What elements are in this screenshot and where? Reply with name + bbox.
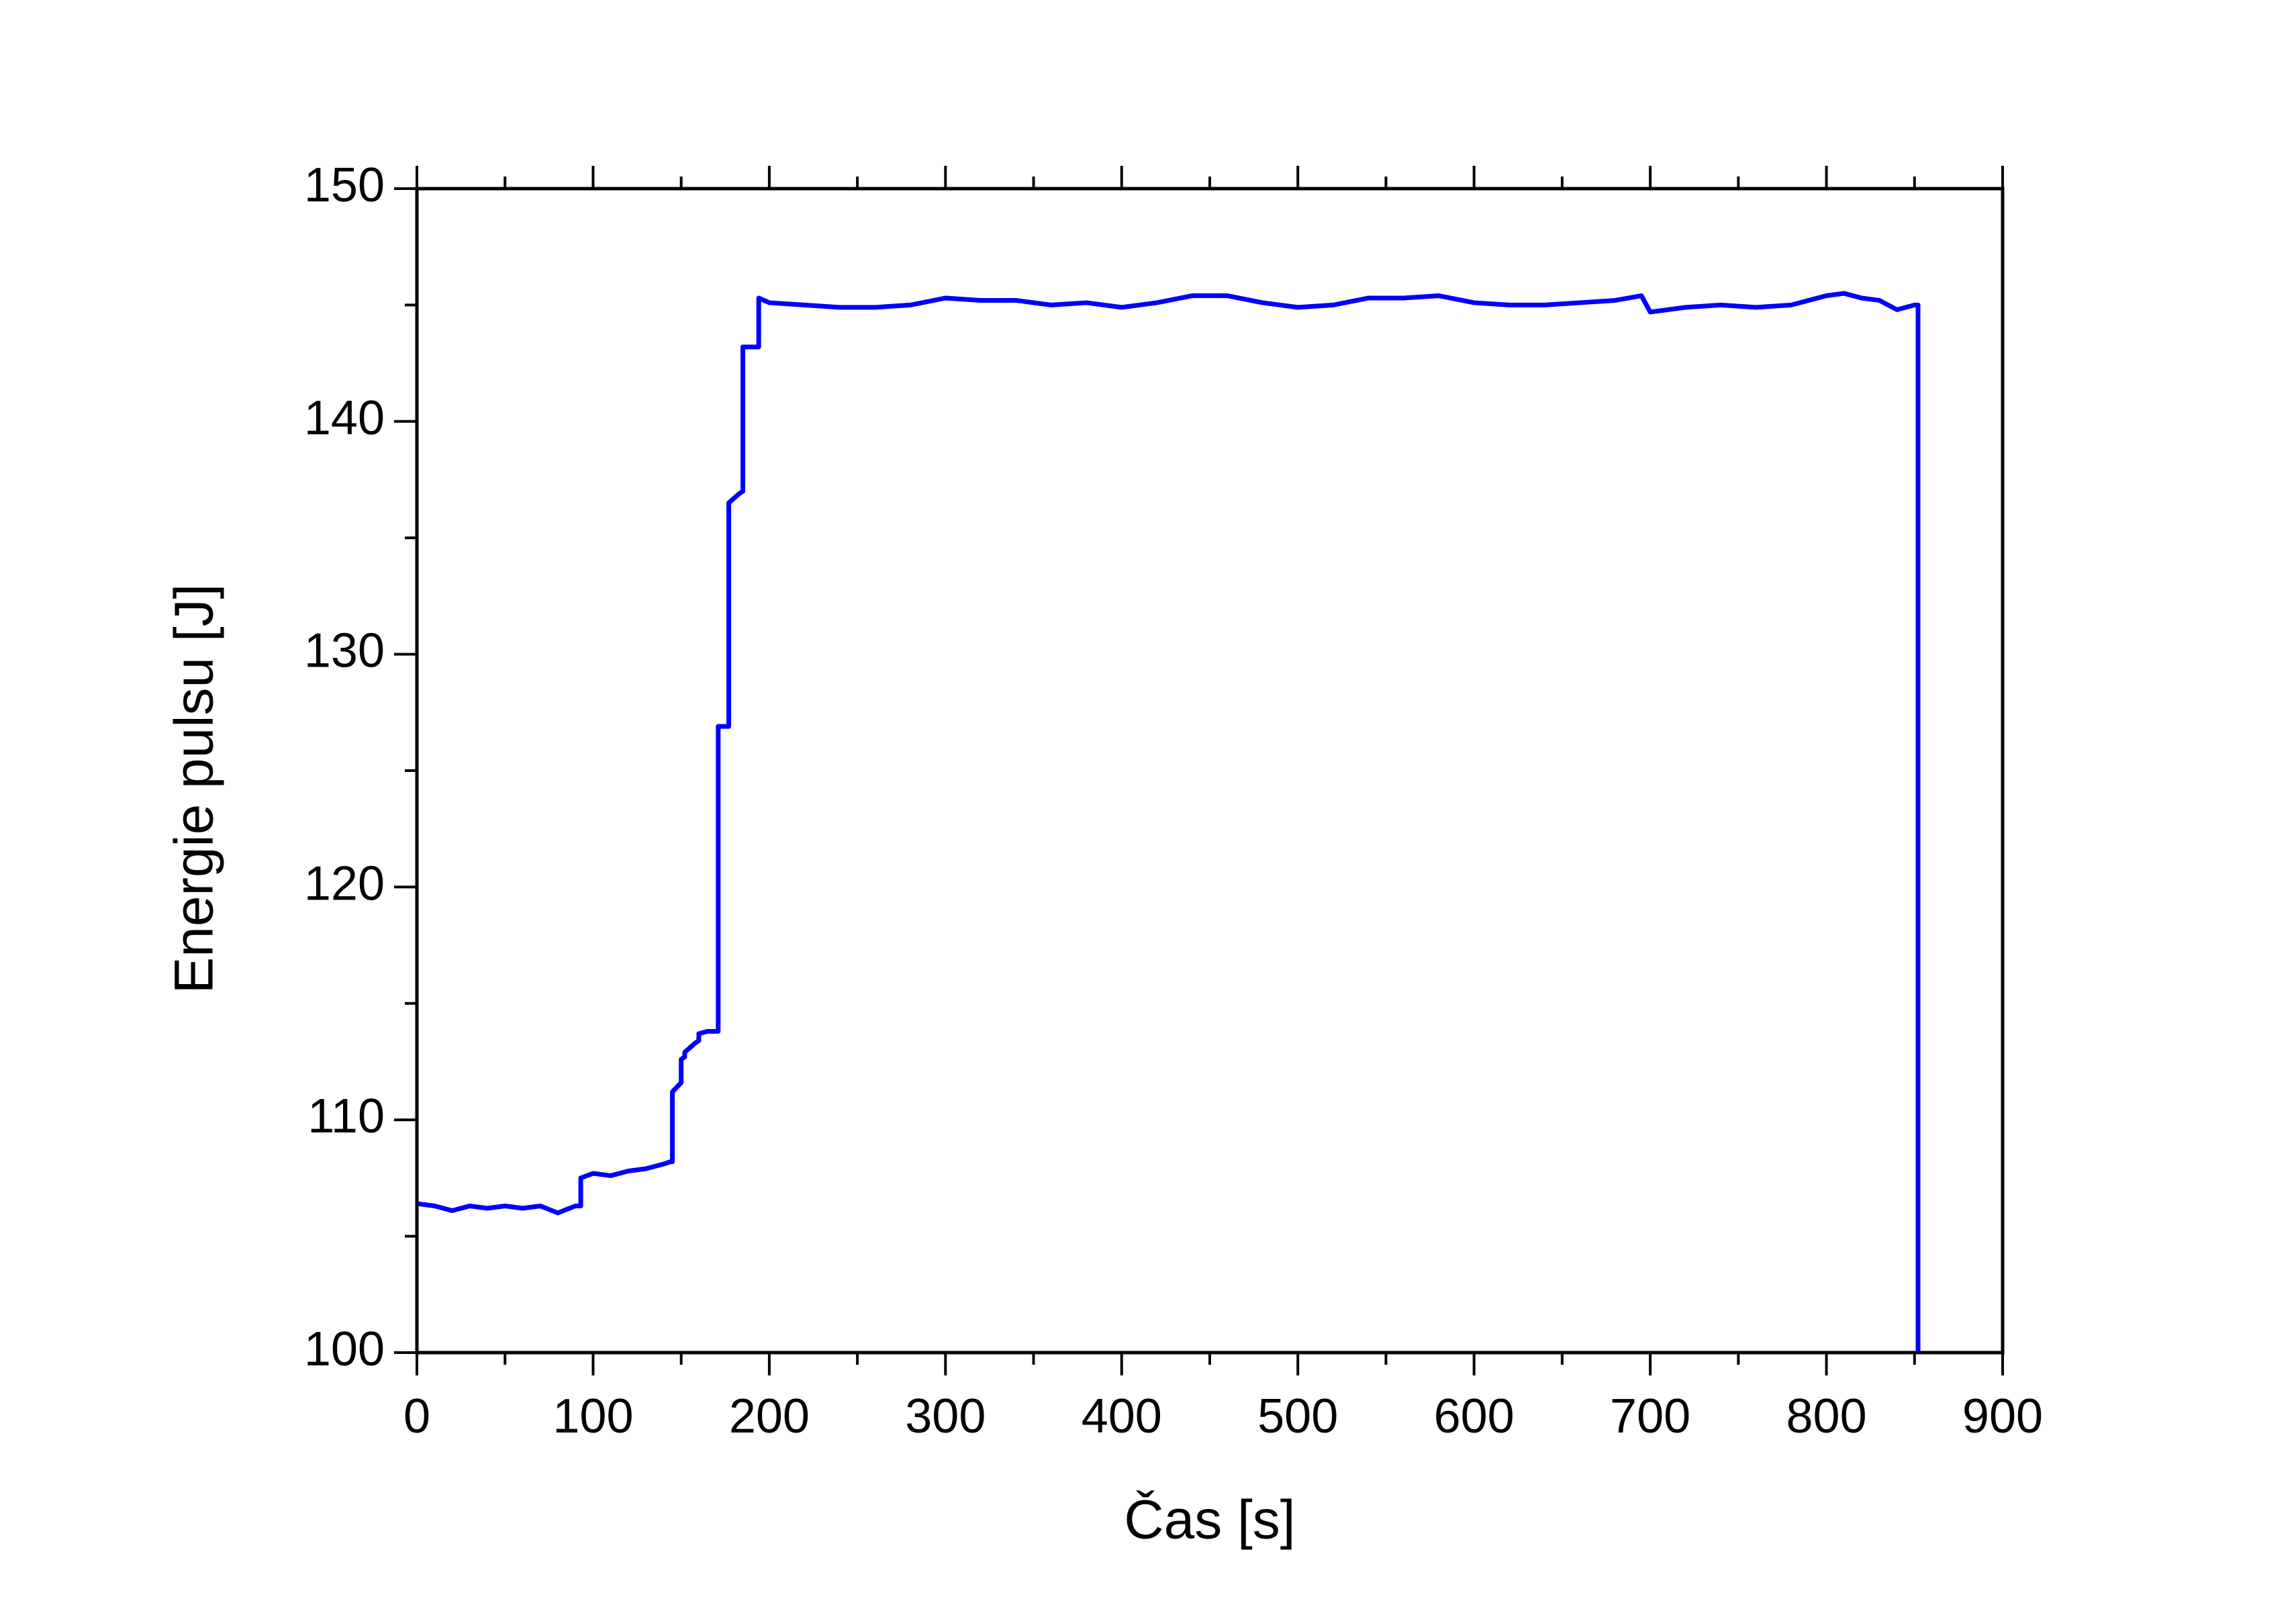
- y-tick-label: 130: [304, 624, 385, 678]
- y-tick-label: 140: [304, 391, 385, 445]
- x-tick-label: 300: [905, 1390, 986, 1443]
- data-line: [416, 291, 1921, 1353]
- y-tick-label: 120: [304, 857, 385, 910]
- x-tick-label: 0: [403, 1390, 430, 1443]
- y-tick-label: 100: [304, 1322, 385, 1376]
- plot-frame: [415, 187, 2005, 1355]
- x-tick-label: 400: [1082, 1390, 1162, 1443]
- x-tick-label: 100: [553, 1390, 633, 1443]
- y-tick-label: 150: [304, 158, 385, 212]
- x-tick-label: 700: [1610, 1390, 1690, 1443]
- x-tick-label: 500: [1257, 1390, 1338, 1443]
- x-tick-label: 900: [1962, 1390, 2043, 1443]
- x-tick-label: 200: [729, 1390, 810, 1443]
- x-tick-label: 600: [1434, 1390, 1515, 1443]
- y-axis-title: Energie pulsu [J]: [164, 584, 225, 994]
- x-tick-label: 800: [1786, 1390, 1866, 1443]
- y-tick-label: 110: [307, 1089, 385, 1143]
- x-axis-title: Čas [s]: [1124, 1490, 1295, 1551]
